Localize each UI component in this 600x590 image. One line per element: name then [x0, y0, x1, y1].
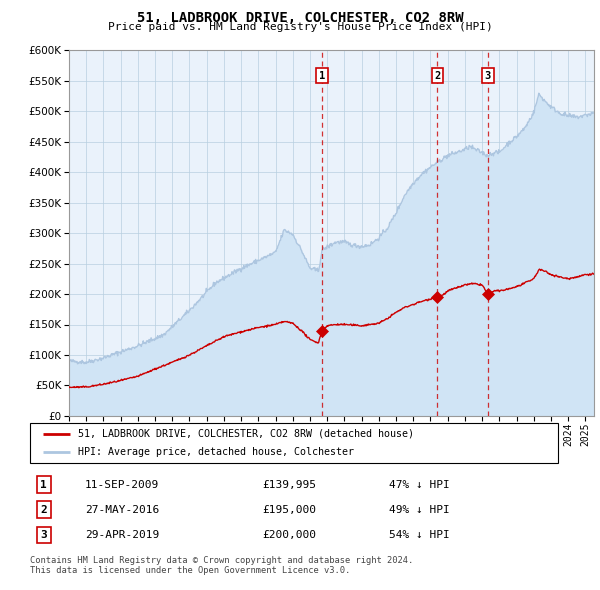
Text: 29-APR-2019: 29-APR-2019	[85, 530, 160, 540]
Text: 27-MAY-2016: 27-MAY-2016	[85, 505, 160, 514]
Text: 11-SEP-2009: 11-SEP-2009	[85, 480, 160, 490]
Text: 3: 3	[40, 530, 47, 540]
Text: 47% ↓ HPI: 47% ↓ HPI	[389, 480, 449, 490]
Text: 54% ↓ HPI: 54% ↓ HPI	[389, 530, 449, 540]
Text: Contains HM Land Registry data © Crown copyright and database right 2024.
This d: Contains HM Land Registry data © Crown c…	[30, 556, 413, 575]
Text: 2: 2	[434, 71, 440, 81]
Text: 1: 1	[40, 480, 47, 490]
Text: 49% ↓ HPI: 49% ↓ HPI	[389, 505, 449, 514]
Text: HPI: Average price, detached house, Colchester: HPI: Average price, detached house, Colc…	[77, 447, 353, 457]
Text: £195,000: £195,000	[262, 505, 316, 514]
Text: 1: 1	[319, 71, 325, 81]
Text: £200,000: £200,000	[262, 530, 316, 540]
Text: 3: 3	[485, 71, 491, 81]
Text: Price paid vs. HM Land Registry's House Price Index (HPI): Price paid vs. HM Land Registry's House …	[107, 22, 493, 32]
Text: 2: 2	[40, 505, 47, 514]
Text: 51, LADBROOK DRIVE, COLCHESTER, CO2 8RW (detached house): 51, LADBROOK DRIVE, COLCHESTER, CO2 8RW …	[77, 429, 413, 439]
FancyBboxPatch shape	[30, 423, 558, 463]
Text: £139,995: £139,995	[262, 480, 316, 490]
Text: 51, LADBROOK DRIVE, COLCHESTER, CO2 8RW: 51, LADBROOK DRIVE, COLCHESTER, CO2 8RW	[137, 11, 463, 25]
